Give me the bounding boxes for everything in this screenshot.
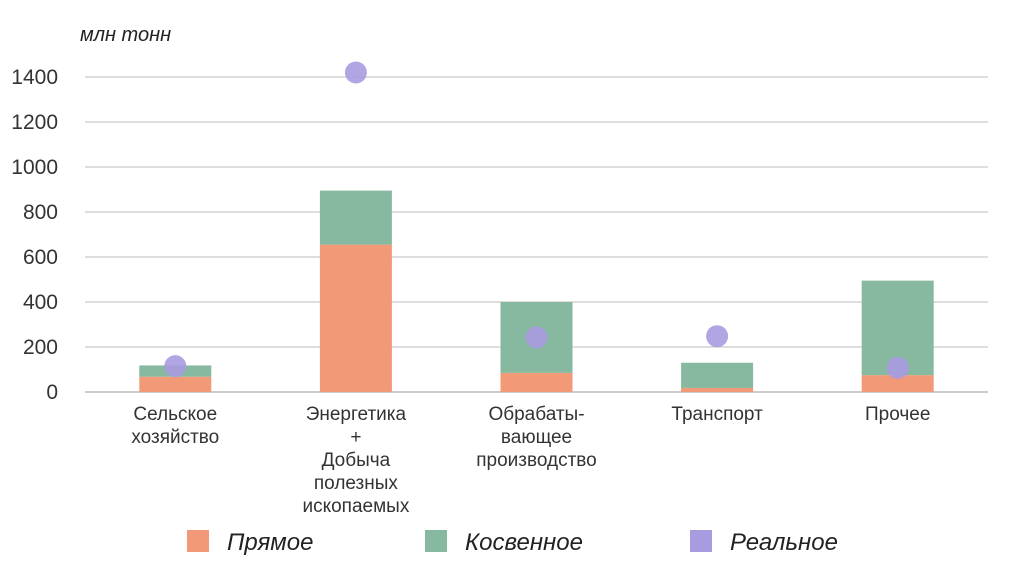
y-tick-label: 400: [23, 291, 58, 314]
x-category-label-line: +: [350, 427, 361, 448]
legend-swatch: [187, 530, 209, 552]
x-category-label-line: хозяйство: [131, 427, 219, 448]
data-point: [164, 355, 187, 378]
x-category-label: Транспорт: [671, 404, 763, 425]
bar-segment: [500, 372, 573, 392]
y-axis-ticks: 0 200 400 600 800 1000 1200 1400: [11, 66, 58, 404]
data-point: [344, 61, 367, 84]
legend: Прямое Косвенное Реальное: [187, 529, 838, 556]
category-labels: Сельское хозяйство Энергетика + Добыча полезн…: [131, 404, 930, 517]
legend-swatch: [690, 530, 712, 552]
x-category-label-line: Прочее: [865, 404, 930, 425]
x-category-label: Прочее: [865, 404, 930, 425]
x-category-label: Энергетика + Добыча полезных ископаемых: [302, 404, 409, 517]
data-point: [886, 356, 909, 379]
y-tick-label: 1200: [11, 111, 58, 134]
y-tick-label: 600: [23, 246, 58, 269]
bars: [139, 190, 934, 392]
points: [164, 61, 909, 379]
x-category-label-line: полезных: [314, 473, 399, 494]
x-category-label-line: Сельское: [133, 404, 217, 425]
x-category-label-line: Транспорт: [671, 404, 763, 425]
y-tick-label: 800: [23, 201, 58, 224]
x-category-label: Обрабаты-вающее производство: [476, 404, 597, 471]
x-category-label: Сельское хозяйство: [131, 404, 219, 448]
legend-label: Прямое: [227, 529, 313, 556]
legend-swatch: [425, 530, 447, 552]
legend-label: Косвенное: [465, 529, 583, 556]
x-category-label-line: Обрабаты-: [488, 404, 584, 425]
bar-segment: [681, 362, 754, 388]
data-point: [706, 325, 729, 348]
x-category-label-line: вающее: [501, 427, 572, 448]
x-category-label-line: Добыча: [322, 450, 391, 471]
y-tick-label: 1000: [11, 156, 58, 179]
x-category-label-line: производство: [476, 450, 597, 471]
unit-label: млн тонн: [80, 24, 171, 46]
legend-label: Реальное: [730, 529, 838, 556]
bar-segment: [681, 387, 754, 392]
bar-segment: [139, 376, 212, 392]
x-category-label-line: Энергетика: [306, 404, 407, 425]
x-category-label-line: ископаемых: [302, 496, 409, 517]
bar-segment: [861, 375, 934, 392]
data-point: [525, 326, 548, 349]
y-tick-label: 1400: [11, 66, 58, 89]
bar-segment: [319, 244, 392, 392]
y-tick-label: 200: [23, 336, 58, 359]
y-tick-label: 0: [46, 381, 58, 404]
bar-segment: [319, 190, 392, 245]
